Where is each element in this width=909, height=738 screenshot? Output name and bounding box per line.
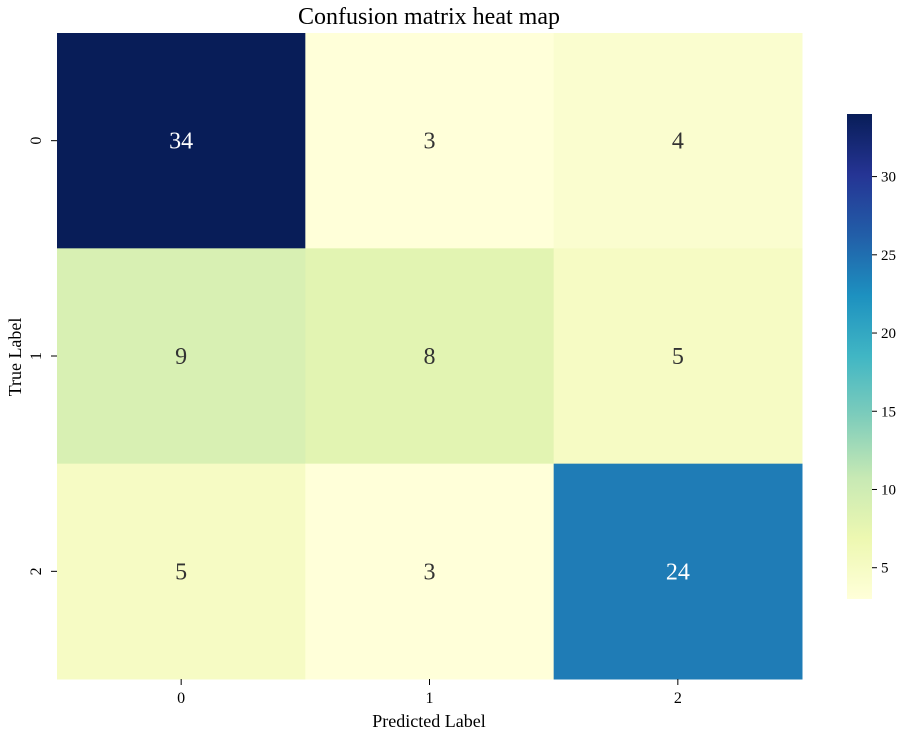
- colorbar-tick-label-5: 30: [881, 170, 896, 186]
- x-tick-label-1: 1: [426, 690, 434, 707]
- heatmap-cell-2-1: [305, 463, 555, 680]
- heatmap-cell-0-1: [305, 33, 555, 249]
- cell-value-1-0: 9: [175, 344, 187, 370]
- colorbar-tick-label-0: 5: [881, 561, 889, 577]
- heatmap-cell-0-0: [57, 33, 306, 249]
- cell-value-0-0: 34: [169, 129, 193, 155]
- colorbar-tick-label-3: 20: [881, 326, 896, 342]
- y-tick-label-0: 0: [28, 137, 45, 145]
- x-tick-label-0: 0: [177, 690, 185, 707]
- colorbar: [847, 114, 872, 599]
- y-tick-label-2: 2: [28, 567, 45, 575]
- cell-value-0-1: 3: [424, 129, 436, 155]
- heatmap-cell-2-0: [57, 463, 306, 680]
- heatmap-cells: [57, 33, 803, 680]
- colorbar-tick-label-1: 10: [881, 482, 896, 498]
- x-axis-ticks: 0 1 2: [177, 679, 682, 707]
- cell-value-1-2: 5: [672, 344, 684, 370]
- heatmap-cell-1-2: [553, 248, 803, 465]
- y-axis-label: True Label: [5, 318, 25, 397]
- chart-title: Confusion matrix heat map: [298, 4, 560, 30]
- colorbar-ticks: 5 10 15 20 25 30: [872, 170, 896, 577]
- x-axis-label: Predicted Label: [372, 711, 485, 731]
- colorbar-tick-label-2: 15: [881, 404, 896, 420]
- cell-value-2-1: 3: [424, 559, 436, 585]
- y-tick-label-1: 1: [28, 352, 45, 360]
- cell-value-2-2: 24: [666, 559, 690, 585]
- y-axis-ticks: 0 1 2: [28, 137, 57, 575]
- cell-value-1-1: 8: [424, 344, 436, 370]
- colorbar-tick-label-4: 25: [881, 248, 896, 264]
- heatmap-cell-0-2: [553, 33, 803, 249]
- cell-annotations: 34 3 49 8 55 3 24: [169, 129, 690, 586]
- x-tick-label-2: 2: [674, 690, 682, 707]
- heatmap-cell-2-2: [553, 463, 803, 680]
- heatmap-cell-1-0: [57, 248, 306, 465]
- heatmap-cell-1-1: [305, 248, 555, 465]
- cell-value-0-2: 4: [672, 129, 684, 155]
- cell-value-2-0: 5: [175, 559, 187, 585]
